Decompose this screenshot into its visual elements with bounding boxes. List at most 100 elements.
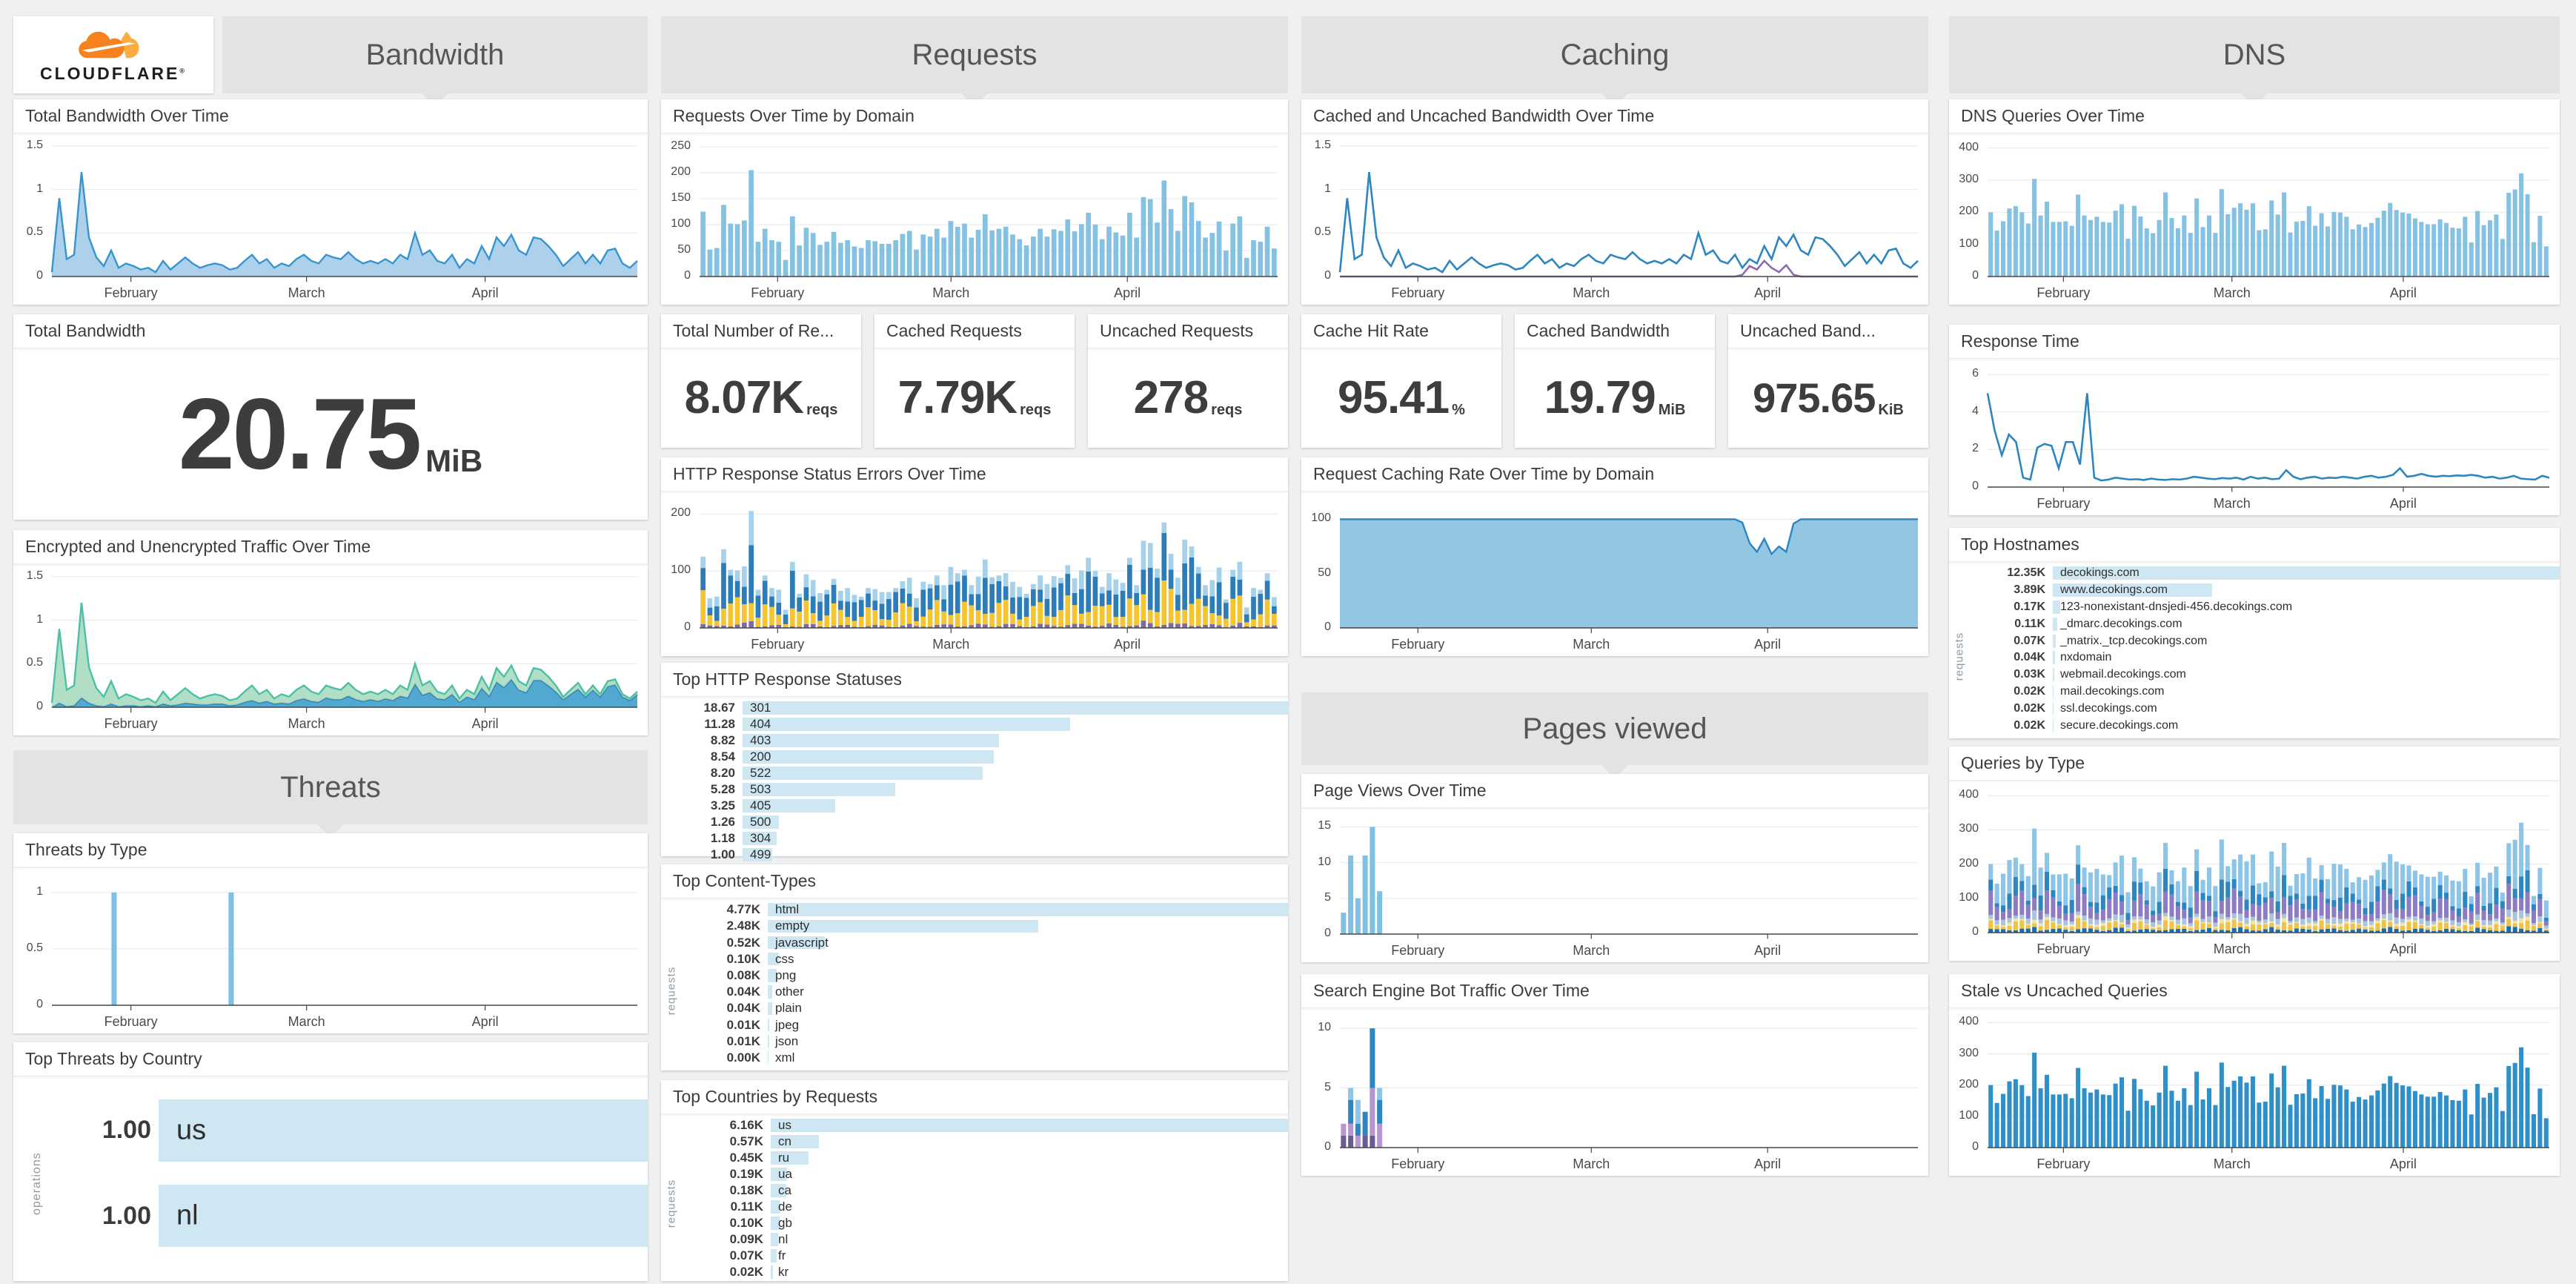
x-axis-tick-label: March	[2213, 496, 2251, 511]
list-item-label: us	[778, 1118, 791, 1132]
list-item-value: 1.26	[710, 815, 735, 829]
bot-traffic-chart[interactable]: 0 5 10 February March April	[1301, 1007, 1928, 1176]
list-item[interactable]: 6.16K us	[686, 1118, 1288, 1133]
list-item-value: 0.17K	[2014, 600, 2045, 613]
list-item[interactable]: 0.10K css	[686, 952, 1288, 967]
y-axis-tick-label: 400	[1959, 140, 1979, 153]
list-item[interactable]: 0.04K other	[686, 984, 1288, 999]
y-axis-tick-label: 1.5	[26, 138, 43, 151]
panel-requests-over-time: Requests Over Time by Domain 0 50 100 150 20…	[661, 99, 1288, 305]
panel-top-hostnames: Top Hostnames requests 12.35K decokings.co…	[1949, 528, 2560, 738]
list-item[interactable]: 1.26 500	[667, 815, 1288, 830]
list-item-value: 0.04K	[726, 984, 760, 999]
section-header-threats: Threats	[13, 750, 648, 838]
caching-rate-chart[interactable]: 0 50 100 February March April	[1301, 491, 1928, 656]
list-item[interactable]: 3.25 405	[667, 798, 1288, 813]
list-item[interactable]: 0.17K 123-nonexistant-dnsjedi-456.decokin…	[1974, 600, 2560, 615]
list-item-value: 0.57K	[729, 1134, 763, 1148]
list-item[interactable]: 11.28 404	[667, 717, 1288, 732]
stat-value: 278	[1133, 372, 1209, 423]
list-item-bar	[768, 919, 1039, 933]
list-item[interactable]: 1.00 nl	[55, 1180, 648, 1253]
list-item[interactable]: 0.07K _matrix._tcp.decokings.com	[1974, 633, 2560, 649]
list-item[interactable]: 0.02K secure.decokings.com	[1974, 718, 2560, 733]
list-item-label: 301	[750, 701, 771, 715]
list-item[interactable]: 0.09K nl	[686, 1232, 1288, 1247]
panel-threats-by-type: Threats by Type 0 0.5 1 February March April	[13, 833, 648, 1033]
stat-unit: %	[1452, 402, 1465, 418]
list-item[interactable]: 0.57K cn	[686, 1134, 1288, 1149]
panel-dns-queries: DNS Queries Over Time 0 100 200 300 400 Febru…	[1949, 99, 2560, 305]
list-item-label: 304	[750, 831, 771, 845]
panel-title: Cache Hit Rate	[1301, 314, 1501, 348]
list-item[interactable]: 0.04K nxdomain	[1974, 650, 2560, 666]
list-item[interactable]: 0.03K webmail.decokings.com	[1974, 667, 2560, 683]
list-item-bar	[771, 1135, 819, 1148]
list-item[interactable]: 0.04K plain	[686, 1001, 1288, 1016]
list-item-bar	[743, 734, 999, 747]
list-item[interactable]: 2.48K empty	[686, 919, 1288, 933]
list-item[interactable]: 0.02K ssl.decokings.com	[1974, 701, 2560, 716]
x-axis-tick-label: February	[1391, 1156, 1445, 1171]
list-item[interactable]: 8.54 200	[667, 749, 1288, 764]
dns-queries-chart[interactable]: 0 100 200 300 400 February March April	[1949, 133, 2560, 305]
threats-by-type-chart[interactable]: 0 0.5 1 February March April	[13, 867, 648, 1033]
list-item[interactable]: 0.45K ru	[686, 1151, 1288, 1165]
section-header-pages-viewed: Pages viewed	[1301, 692, 1928, 778]
cached-uncached-bandwidth-chart[interactable]: 0 0.5 1 1.5 February March April	[1301, 133, 1928, 305]
response-time-chart[interactable]: 0 2 4 6 February March April	[1949, 358, 2560, 515]
list-item-value: 0.00K	[726, 1050, 760, 1065]
list-item[interactable]: 4.77K html	[686, 902, 1288, 917]
list-item[interactable]: 0.08K png	[686, 968, 1288, 983]
list-item[interactable]: 1.18 304	[667, 831, 1288, 846]
http-errors-chart[interactable]: 0 100 200 February March April	[661, 491, 1288, 656]
stale-uncached-chart[interactable]: 0 100 200 300 400 February March April	[1949, 1007, 2560, 1176]
list-item[interactable]: 0.02K kr	[686, 1265, 1288, 1280]
list-item[interactable]: 0.18K ca	[686, 1183, 1288, 1198]
page-views-chart[interactable]: 0 5 10 15 February March April	[1301, 807, 1928, 962]
panel-title: Total Number of Re...	[661, 314, 861, 348]
cloudflare-logo-card[interactable]: CLOUDFLARE®	[13, 16, 213, 93]
list-item-bar	[768, 1018, 770, 1032]
y-axis-tick-label: 0	[1972, 1140, 1979, 1153]
list-item-label: ssl.decokings.com	[2060, 701, 2157, 715]
x-axis-tick-label: April	[2389, 942, 2417, 956]
list-item[interactable]: 0.01K jpeg	[686, 1017, 1288, 1032]
list-item[interactable]: 18.67 301	[667, 701, 1288, 715]
list-item[interactable]: 5.28 503	[667, 782, 1288, 797]
list-item[interactable]: 0.02K mail.decokings.com	[1974, 684, 2560, 700]
list-item[interactable]: 0.52K javascript	[686, 935, 1288, 950]
list-item[interactable]: 0.01K json	[686, 1034, 1288, 1049]
y-axis-tick-label: 200	[1959, 856, 1979, 870]
list-item-bar	[2053, 600, 2060, 614]
x-axis-tick-label: April	[1754, 285, 1782, 300]
list-item-label: jpeg	[775, 1017, 800, 1032]
list-item-bar	[771, 1168, 787, 1181]
list-item[interactable]: 0.10K gb	[686, 1216, 1288, 1231]
list-item[interactable]: 0.00K xml	[686, 1050, 1288, 1065]
list-item[interactable]: 8.82 403	[667, 733, 1288, 748]
x-axis-tick-label: March	[2213, 942, 2251, 956]
requests-over-time-chart[interactable]: 0 50 100 150 200 250 February March April	[661, 133, 1288, 305]
list-item-bar	[159, 1185, 648, 1248]
list-item[interactable]: 12.35K decokings.com	[1974, 566, 2560, 581]
list-item[interactable]: 0.19K ua	[686, 1167, 1288, 1182]
queries-by-type-chart[interactable]: 0 100 200 300 400 February March April	[1949, 780, 2560, 961]
list-item[interactable]: 0.07K fr	[686, 1248, 1288, 1263]
x-axis-tick-label: April	[471, 1014, 499, 1029]
list-item[interactable]: 3.89K www.decokings.com	[1974, 583, 2560, 598]
list-item-label: gb	[778, 1216, 792, 1230]
list-item-label: css	[775, 951, 794, 966]
y-axis-tick-label: 1.5	[1314, 138, 1331, 151]
list-item-value: 1.00	[102, 1201, 151, 1230]
total-bandwidth-over-time-chart[interactable]: 0 0.5 1 1.5 February March April	[13, 133, 648, 305]
list-item-bar	[768, 985, 773, 999]
encrypted-traffic-chart[interactable]: 0 0.5 1 1.5 February March April	[13, 563, 648, 735]
list-item[interactable]: 0.11K de	[686, 1199, 1288, 1214]
list-item[interactable]: 0.11K _dmarc.decokings.com	[1974, 616, 2560, 632]
list-item[interactable]: 1.00 us	[55, 1094, 648, 1167]
list-item[interactable]: 1.00 499	[667, 847, 1288, 862]
list-item-label: html	[775, 902, 800, 917]
list-item[interactable]: 8.20 522	[667, 766, 1288, 781]
x-axis-tick-label: February	[751, 285, 805, 300]
